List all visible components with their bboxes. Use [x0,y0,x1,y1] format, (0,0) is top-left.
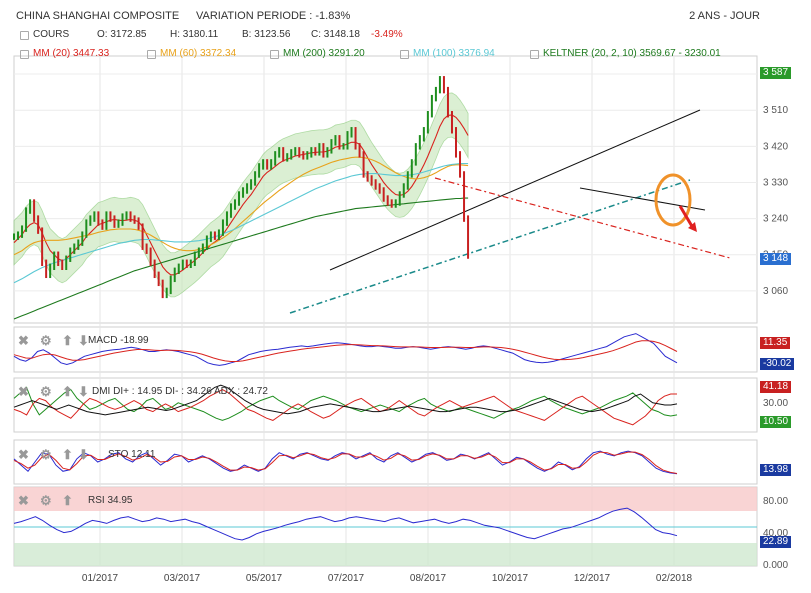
macd-gear-icon[interactable]: ⚙ [40,333,52,348]
period-selector[interactable]: 2 ANS - JOUR [689,10,760,22]
indicator-panels [13,333,678,541]
legend-mm20: MM (20) 3447.33 [33,48,110,59]
highlight-ellipse [654,173,692,227]
rsi-gear-icon[interactable]: ⚙ [40,493,52,508]
panel-line-macd-macd [13,333,678,366]
trend-line-resistance [434,177,731,259]
series-line-mm-60- [13,156,469,256]
panel-line-macd-signal [13,340,678,362]
trend-line-up [329,109,701,271]
legend-mm100: MM (100) 3376.94 [413,48,495,59]
legend-close: C: 3148.18 [311,29,360,40]
x-tick-label: 01/2017 [82,573,119,584]
trend-line-flat [579,187,706,211]
panel-line-sto--d [13,451,678,474]
cours-settings-icon[interactable] [20,31,29,40]
x-tick-label: 02/2018 [656,573,693,584]
sto-label: STO 12.11 [108,449,156,460]
sto-up-icon[interactable]: ⬆ [62,447,73,462]
sto-close-icon[interactable]: ✖ [18,447,29,462]
dmi-tick: 30.00 [763,398,789,409]
dmi-badge-1: 41.18 [760,381,792,393]
legend-high: H: 3180.11 [170,29,219,40]
series-line-mm-100- [13,163,469,284]
x-axis-ticks: 01/2017 03/2017 05/2017 07/2017 08/2017 10/20… [82,573,693,584]
down-arrow-head [688,222,697,232]
rsi-up-icon[interactable]: ⬆ [62,493,73,508]
y-tick-label: 3 330 [763,177,788,188]
y-tick-label: 3 240 [763,214,788,225]
y-tick-label: 3 060 [763,286,788,297]
dmi-close-icon[interactable]: ✖ [18,384,29,399]
x-tick-label: 12/2017 [574,573,611,584]
price-series [13,76,470,299]
rsi-label: RSI 34.95 [88,495,133,506]
y-tick-label: 3 510 [763,105,788,116]
rsi-tick-80: 80.00 [763,496,789,507]
macd-badge-2: -30.02 [760,358,795,370]
panel-frame [13,439,758,485]
rsi-overbought-zone [14,487,757,511]
dmi-label: DMI DI+ : 14.95 DI- : 34.26 ADX : 24.72 [92,386,268,397]
y-tick-label: 3 420 [763,141,788,152]
instrument-title: CHINA SHANGHAI COMPOSITE [16,10,180,22]
legend-low: B: 3123.56 [242,29,291,40]
sto-down-icon[interactable]: ⬇ [78,447,89,462]
rsi-close-icon[interactable]: ✖ [18,493,29,508]
variation-periode: VARIATION PERIODE : -1.83% [196,10,351,22]
x-tick-label: 07/2017 [328,573,365,584]
dmi-gear-icon[interactable]: ⚙ [40,384,52,399]
mm100-settings-icon[interactable] [400,50,409,59]
macd-up-icon[interactable]: ⬆ [62,333,73,348]
macd-badge-1: 11.35 [760,337,791,349]
legend-keltner: KELTNER (20, 2, 10) 3569.67 - 3230.01 [543,48,721,59]
dmi-down-icon[interactable]: ⬇ [78,384,89,399]
series-line-mm-20- [13,114,469,276]
sto-gear-icon[interactable]: ⚙ [40,447,52,462]
panel-frame [13,55,758,324]
legend-cours: COURS [33,29,70,40]
rsi-oversold-zone [14,543,757,566]
price-badge-top: 3 587 [760,67,792,79]
macd-label: MACD -18.99 [88,335,149,346]
mm20-settings-icon[interactable] [20,50,29,59]
panel-line-dmi-adx [13,384,678,416]
dmi-badge-2: 10.50 [760,416,792,428]
rsi-tick-40: 40.00 [763,528,789,539]
sto-badge: 13.98 [760,464,792,476]
panel-frame [13,377,758,433]
legend-change: -3.49% [371,29,403,40]
trend-line-support [289,179,691,314]
legend-mm200: MM (200) 3291.20 [283,48,365,59]
rsi-badge: 22.89 [760,536,792,548]
panel-frame [13,326,758,373]
legend-mm60: MM (60) 3372.34 [160,48,237,59]
x-tick-label: 08/2017 [410,573,447,584]
mm60-settings-icon[interactable] [147,50,156,59]
keltner-settings-icon[interactable] [530,50,539,59]
dmi-up-icon[interactable]: ⬆ [62,384,73,399]
price-badge-last: 3 148 [760,253,792,265]
rsi-tick-0: 0.000 [763,560,789,571]
macd-close-icon[interactable]: ✖ [18,333,29,348]
down-arrow-shaft [678,205,695,229]
trend-lines [289,109,731,314]
macd-down-icon[interactable]: ⬇ [78,333,89,348]
panel-line-rsi-rsi [13,507,678,541]
x-tick-label: 03/2017 [164,573,201,584]
x-tick-label: 05/2017 [246,573,283,584]
mm200-settings-icon[interactable] [270,50,279,59]
legend-open: O: 3172.85 [97,29,147,40]
x-tick-label: 10/2017 [492,573,529,584]
grid-lines [13,55,758,567]
